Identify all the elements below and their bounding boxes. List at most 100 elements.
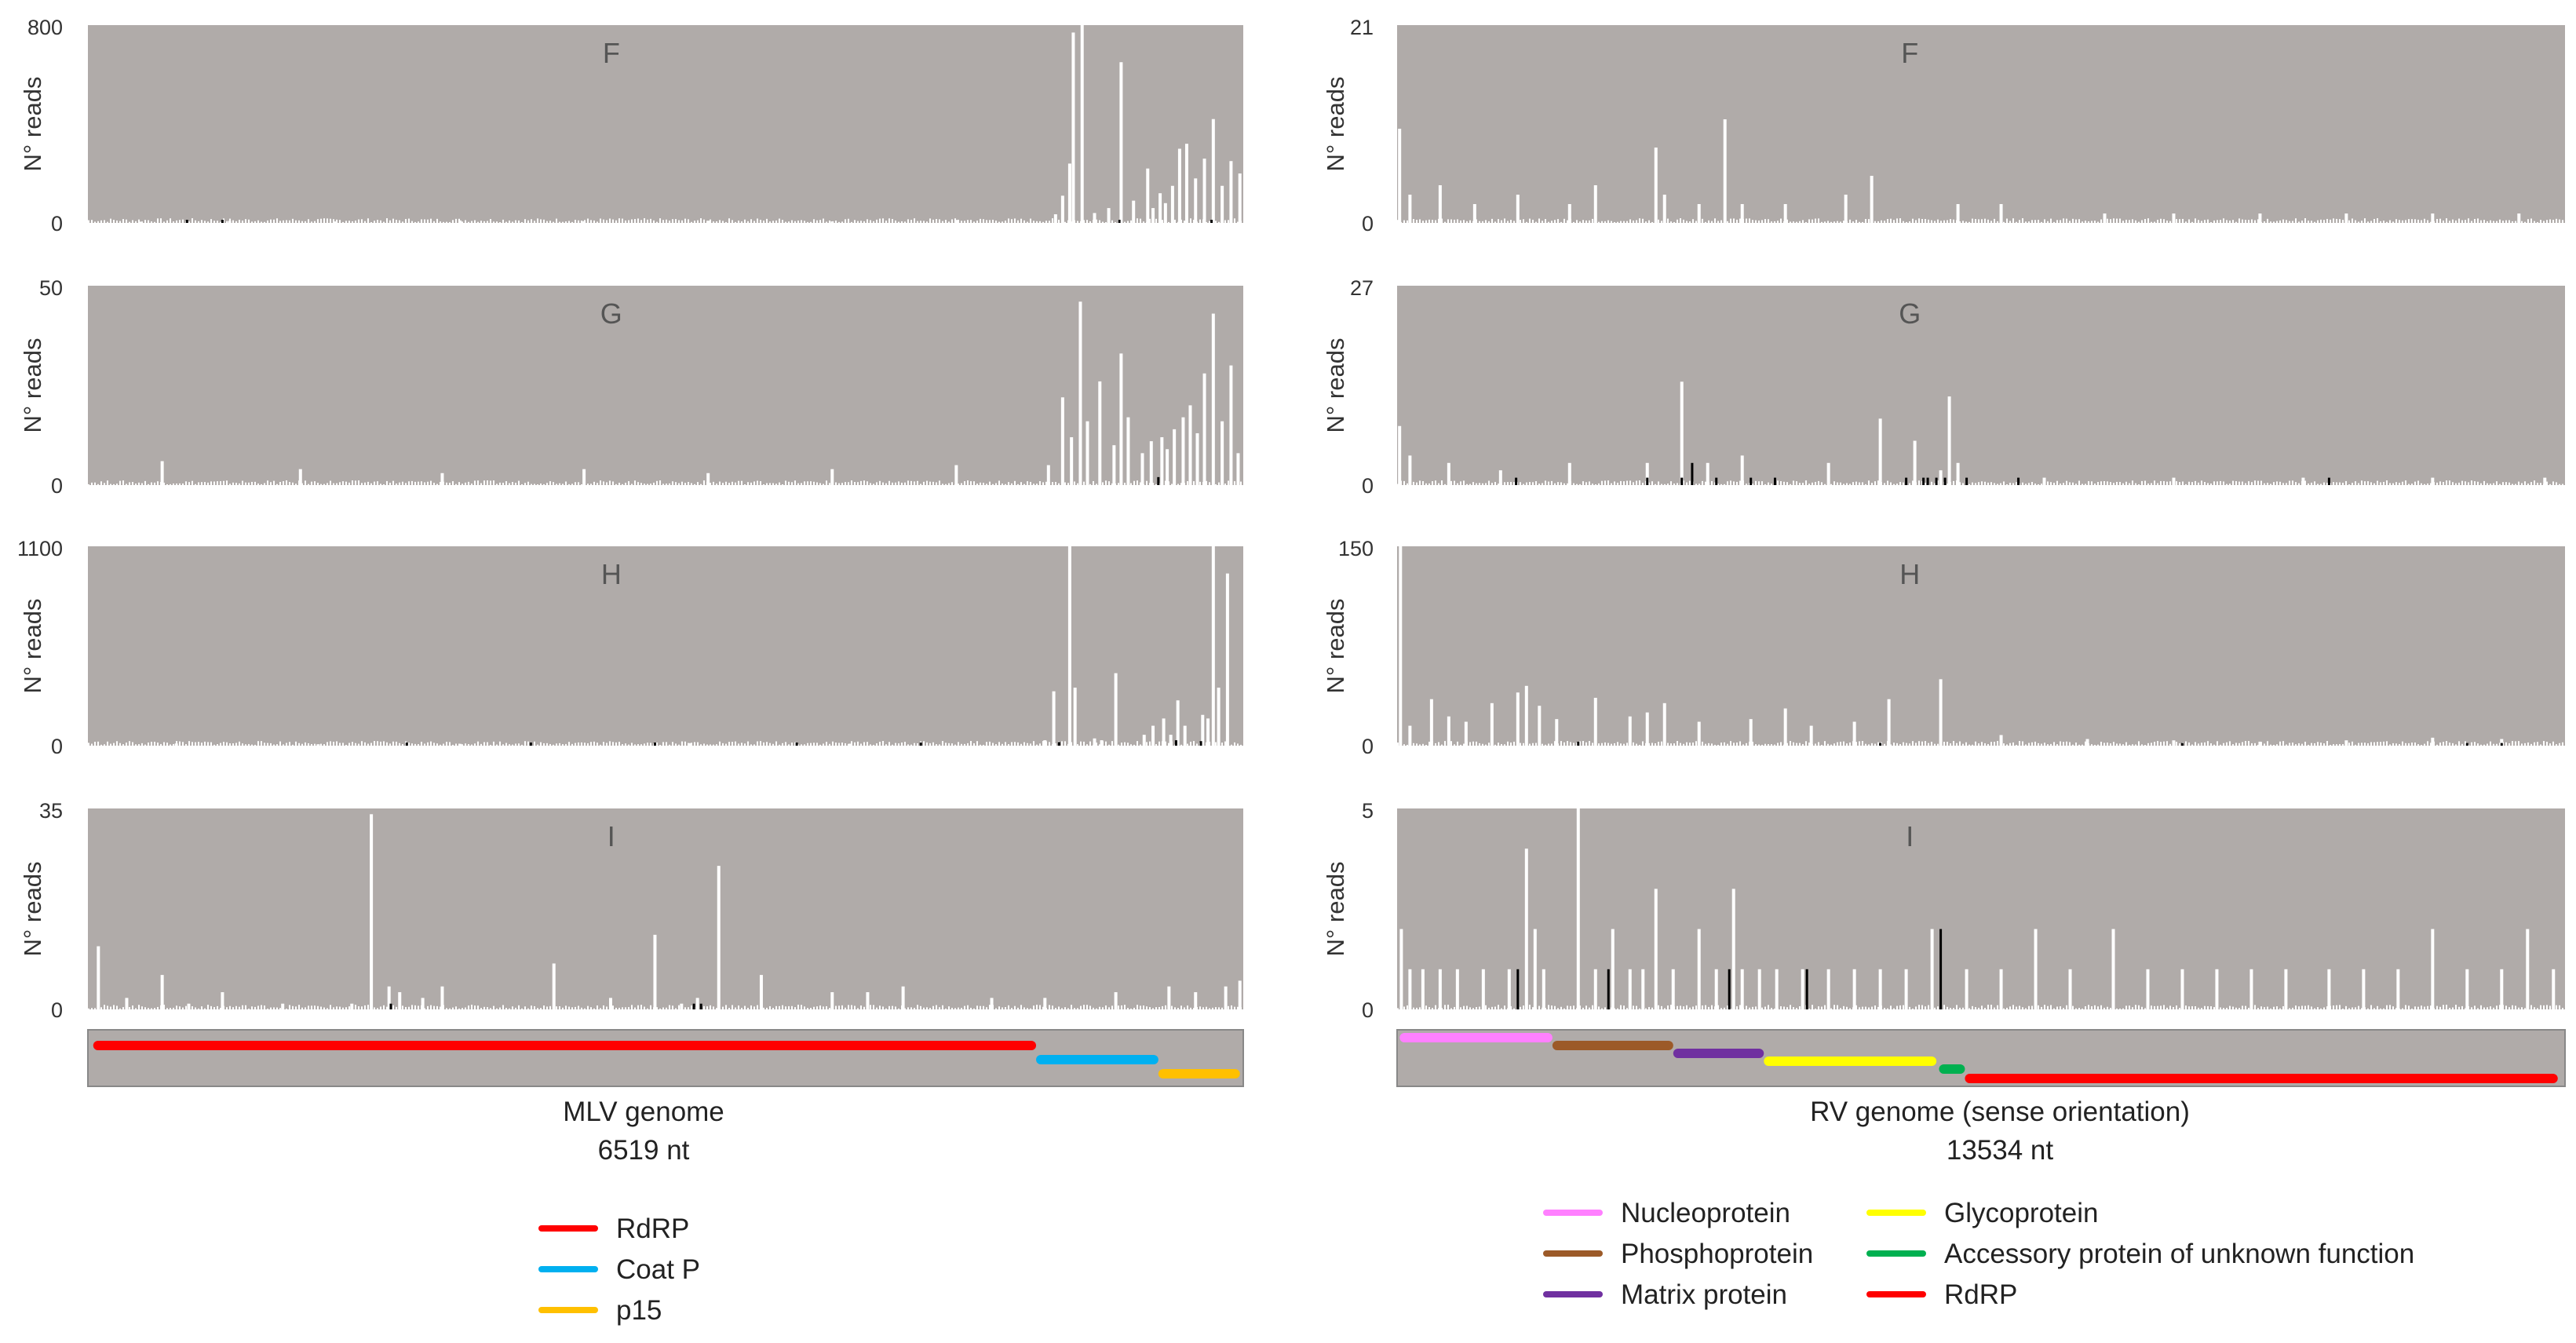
series-antisense bbox=[1577, 741, 2503, 746]
gene-legends: RdRP Coat P p15 Nucleoprotein Phosphoprotein… bbox=[538, 1198, 2414, 1326]
bar-sense bbox=[1438, 185, 1442, 223]
bar-sense bbox=[1195, 432, 1199, 485]
legend-item: RdRP bbox=[1866, 1279, 2017, 1310]
bar-sense bbox=[1224, 986, 1228, 1009]
bar-sense bbox=[1146, 168, 1150, 223]
bar-sense bbox=[866, 992, 870, 1009]
series-antisense bbox=[1157, 476, 1160, 485]
bar-sense bbox=[1706, 462, 1709, 485]
bar-sense bbox=[1220, 421, 1224, 485]
bar-sense bbox=[2111, 929, 2115, 1009]
bar-sense bbox=[139, 221, 143, 223]
y-axis-label: N° reads bbox=[19, 862, 46, 957]
panel-letter: H bbox=[601, 558, 622, 590]
bar-antisense bbox=[1174, 740, 1177, 746]
bar-sense bbox=[1053, 213, 1057, 223]
bar-sense bbox=[1170, 185, 1174, 223]
bar-sense bbox=[1067, 546, 1071, 746]
bar-antisense bbox=[1943, 477, 1947, 485]
bar-sense bbox=[1826, 969, 1830, 1009]
bar-antisense bbox=[1750, 477, 1753, 485]
bar-sense bbox=[2249, 969, 2253, 1009]
bar-sense bbox=[1060, 195, 1064, 223]
bar-sense bbox=[1740, 455, 1744, 485]
bar-antisense bbox=[2180, 743, 2184, 746]
bar-sense bbox=[1507, 969, 1511, 1009]
panel-rv-g: G 27 0 N° reads bbox=[1322, 276, 2565, 498]
legend-label: Phosphoprotein bbox=[1621, 1239, 1813, 1269]
bar-sense bbox=[1211, 546, 1215, 746]
bar-antisense bbox=[2500, 743, 2503, 746]
bar-sense bbox=[1181, 417, 1185, 485]
bar-antisense bbox=[1728, 969, 1731, 1009]
bar-sense bbox=[1149, 441, 1153, 485]
bar-antisense bbox=[1939, 929, 1943, 1009]
legend-item: Coat P bbox=[538, 1254, 700, 1285]
bar-sense bbox=[1151, 208, 1155, 223]
series-sense bbox=[1398, 381, 2547, 485]
bar-sense bbox=[2327, 969, 2331, 1009]
bar-antisense bbox=[795, 743, 798, 746]
bar-antisense bbox=[1199, 741, 1202, 746]
bar-sense bbox=[1662, 703, 1666, 746]
bar-sense bbox=[1740, 204, 1744, 223]
series-sense bbox=[1398, 119, 2521, 223]
bar-sense bbox=[2431, 213, 2435, 223]
bar-sense bbox=[848, 743, 852, 746]
bar-antisense bbox=[1680, 477, 1684, 485]
y-tick-zero: 0 bbox=[1362, 474, 1374, 498]
legend-label: p15 bbox=[616, 1295, 662, 1326]
bar-antisense bbox=[1879, 743, 1882, 746]
bar-antisense bbox=[1157, 476, 1160, 485]
bar-sense bbox=[1160, 437, 1164, 485]
bar-sense bbox=[2344, 740, 2348, 746]
bar-sense bbox=[1593, 698, 1597, 746]
bar-sense bbox=[1166, 449, 1169, 485]
y-tick-max: 5 bbox=[1362, 799, 1374, 823]
plot-area bbox=[88, 546, 1243, 746]
bar-sense bbox=[1408, 725, 1412, 746]
bar-sense bbox=[1399, 546, 1403, 746]
panel-letter: I bbox=[1906, 820, 1914, 852]
y-tick-zero: 0 bbox=[51, 474, 63, 498]
plot-area bbox=[1397, 286, 2565, 485]
bar-sense bbox=[1533, 929, 1537, 1009]
bar-sense bbox=[1567, 462, 1571, 485]
bar-sense bbox=[1913, 440, 1917, 485]
bar-sense bbox=[1593, 185, 1597, 223]
series-antisense bbox=[185, 220, 1213, 223]
bar-sense bbox=[1158, 193, 1162, 223]
bar-sense bbox=[1809, 725, 1813, 746]
bar-sense bbox=[1939, 470, 1943, 485]
bar-sense bbox=[1654, 148, 1658, 223]
y-tick-zero: 0 bbox=[51, 212, 63, 235]
bar-sense bbox=[1217, 688, 1220, 746]
y-axis-label: N° reads bbox=[19, 599, 46, 694]
bar-sense bbox=[1421, 969, 1425, 1009]
bar-sense bbox=[1749, 719, 1753, 746]
panel-letter: H bbox=[1899, 558, 1920, 590]
bar-sense bbox=[1043, 740, 1047, 746]
bar-sense bbox=[1524, 685, 1528, 746]
bar-sense bbox=[2215, 969, 2219, 1009]
bar-sense bbox=[1093, 213, 1096, 223]
bar-antisense bbox=[1773, 477, 1776, 485]
bar-sense bbox=[1783, 708, 1787, 746]
bar-sense bbox=[582, 469, 586, 485]
bar-sense bbox=[1826, 462, 1830, 485]
series-antisense bbox=[1516, 929, 1943, 1009]
genome-length: 6519 nt bbox=[598, 1135, 690, 1166]
bar-sense bbox=[1697, 929, 1701, 1009]
bar-antisense bbox=[1965, 477, 1968, 485]
y-axis-label: N° reads bbox=[19, 338, 46, 433]
bar-sense bbox=[440, 473, 444, 485]
bar-sense bbox=[221, 992, 224, 1009]
bar-antisense bbox=[185, 220, 188, 223]
bar-sense bbox=[1999, 969, 2003, 1009]
bar-sense bbox=[680, 1003, 684, 1009]
legend-label: Coat P bbox=[616, 1254, 700, 1285]
genome-map-mlv: MLV genome 6519 nt bbox=[87, 1029, 1244, 1166]
bar-sense bbox=[1757, 969, 1761, 1009]
bar-sense bbox=[1194, 178, 1198, 223]
bar-sense bbox=[1956, 204, 1960, 223]
